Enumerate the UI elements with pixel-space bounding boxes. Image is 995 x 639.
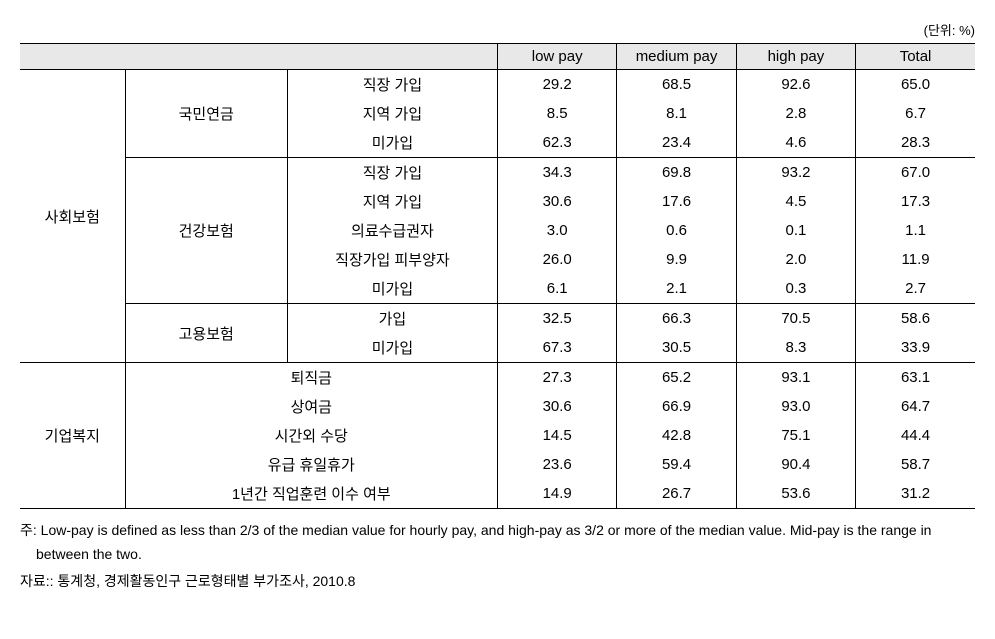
row-category: 미가입	[287, 274, 497, 304]
cell-value: 30.6	[497, 187, 616, 216]
cell-value: 93.2	[736, 158, 855, 188]
cell-value: 14.9	[497, 479, 616, 509]
cell-value: 26.0	[497, 245, 616, 274]
row-category: 직장 가입	[287, 70, 497, 100]
row-category: 지역 가입	[287, 99, 497, 128]
cell-value: 28.3	[856, 128, 975, 158]
cell-value: 44.4	[856, 421, 975, 450]
cell-value: 75.1	[736, 421, 855, 450]
cell-value: 64.7	[856, 392, 975, 421]
cell-value: 17.3	[856, 187, 975, 216]
cell-value: 8.1	[617, 99, 736, 128]
header-col-total: Total	[856, 44, 975, 70]
cell-value: 58.6	[856, 304, 975, 334]
row-category: 유급 휴일휴가	[125, 450, 497, 479]
row-category: 미가입	[287, 128, 497, 158]
cell-value: 2.0	[736, 245, 855, 274]
cell-value: 11.9	[856, 245, 975, 274]
cell-value: 2.8	[736, 99, 855, 128]
cell-value: 67.3	[497, 333, 616, 363]
row-category: 지역 가입	[287, 187, 497, 216]
row-category: 상여금	[125, 392, 497, 421]
cell-value: 0.3	[736, 274, 855, 304]
subgroup-label-pension: 국민연금	[125, 70, 287, 158]
unit-label: (단위: %)	[20, 20, 975, 39]
table-row: 유급 휴일휴가 23.6 59.4 90.4 58.7	[20, 450, 975, 479]
table-row: 상여금 30.6 66.9 93.0 64.7	[20, 392, 975, 421]
cell-value: 66.3	[617, 304, 736, 334]
cell-value: 70.5	[736, 304, 855, 334]
cell-value: 30.5	[617, 333, 736, 363]
cell-value: 93.1	[736, 363, 855, 393]
source-text: 자료:: 통계청, 경제활동인구 근로형태별 부가조사, 2010.8	[20, 571, 975, 591]
cell-value: 90.4	[736, 450, 855, 479]
cell-value: 65.0	[856, 70, 975, 100]
footnote-text: 주: Low-pay is defined as less than 2/3 o…	[20, 519, 975, 567]
cell-value: 53.6	[736, 479, 855, 509]
row-category: 직장 가입	[287, 158, 497, 188]
cell-value: 34.3	[497, 158, 616, 188]
cell-value: 14.5	[497, 421, 616, 450]
cell-value: 42.8	[617, 421, 736, 450]
cell-value: 67.0	[856, 158, 975, 188]
header-col-highpay: high pay	[736, 44, 855, 70]
cell-value: 93.0	[736, 392, 855, 421]
table-row: 1년간 직업훈련 이수 여부 14.9 26.7 53.6 31.2	[20, 479, 975, 509]
cell-value: 8.3	[736, 333, 855, 363]
row-category: 직장가입 피부양자	[287, 245, 497, 274]
cell-value: 4.6	[736, 128, 855, 158]
cell-value: 23.4	[617, 128, 736, 158]
cell-value: 65.2	[617, 363, 736, 393]
cell-value: 3.0	[497, 216, 616, 245]
cell-value: 29.2	[497, 70, 616, 100]
data-table: low pay medium pay high pay Total 사회보험 국…	[20, 43, 975, 509]
group-label-social-ins: 사회보험	[20, 70, 125, 363]
table-row: 사회보험 국민연금 직장 가입 29.2 68.5 92.6 65.0	[20, 70, 975, 100]
cell-value: 1.1	[856, 216, 975, 245]
cell-value: 9.9	[617, 245, 736, 274]
cell-value: 92.6	[736, 70, 855, 100]
cell-value: 27.3	[497, 363, 616, 393]
cell-value: 26.7	[617, 479, 736, 509]
table-row: 기업복지 퇴직금 27.3 65.2 93.1 63.1	[20, 363, 975, 393]
header-col-mediumpay: medium pay	[617, 44, 736, 70]
cell-value: 17.6	[617, 187, 736, 216]
cell-value: 33.9	[856, 333, 975, 363]
row-category: 퇴직금	[125, 363, 497, 393]
cell-value: 69.8	[617, 158, 736, 188]
row-category: 미가입	[287, 333, 497, 363]
table-row: 고용보험 가입 32.5 66.3 70.5 58.6	[20, 304, 975, 334]
row-category: 1년간 직업훈련 이수 여부	[125, 479, 497, 509]
cell-value: 0.1	[736, 216, 855, 245]
cell-value: 4.5	[736, 187, 855, 216]
subgroup-label-health: 건강보험	[125, 158, 287, 304]
cell-value: 2.1	[617, 274, 736, 304]
table-row: 건강보험 직장 가입 34.3 69.8 93.2 67.0	[20, 158, 975, 188]
cell-value: 62.3	[497, 128, 616, 158]
row-category: 가입	[287, 304, 497, 334]
cell-value: 58.7	[856, 450, 975, 479]
cell-value: 8.5	[497, 99, 616, 128]
subgroup-label-employment: 고용보험	[125, 304, 287, 363]
cell-value: 32.5	[497, 304, 616, 334]
cell-value: 30.6	[497, 392, 616, 421]
cell-value: 31.2	[856, 479, 975, 509]
row-category: 시간외 수당	[125, 421, 497, 450]
cell-value: 2.7	[856, 274, 975, 304]
header-col-lowpay: low pay	[497, 44, 616, 70]
cell-value: 23.6	[497, 450, 616, 479]
cell-value: 6.7	[856, 99, 975, 128]
cell-value: 68.5	[617, 70, 736, 100]
cell-value: 6.1	[497, 274, 616, 304]
cell-value: 66.9	[617, 392, 736, 421]
row-category: 의료수급권자	[287, 216, 497, 245]
table-row: 시간외 수당 14.5 42.8 75.1 44.4	[20, 421, 975, 450]
cell-value: 0.6	[617, 216, 736, 245]
header-blank	[20, 44, 497, 70]
group-label-corp-welfare: 기업복지	[20, 363, 125, 509]
cell-value: 59.4	[617, 450, 736, 479]
cell-value: 63.1	[856, 363, 975, 393]
